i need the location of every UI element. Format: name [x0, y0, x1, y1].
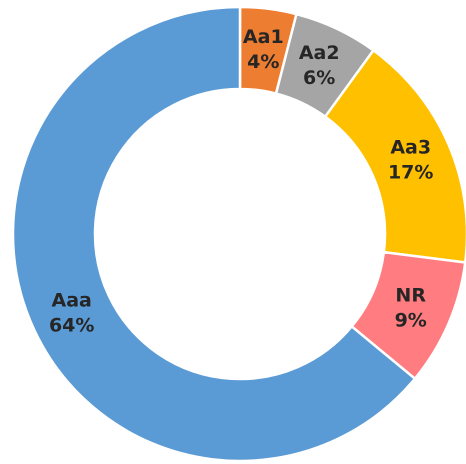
slice-category-label: Aa3 [390, 137, 431, 159]
slice-value-label: 64% [49, 315, 94, 337]
slice-value-label: 17% [388, 162, 433, 184]
slice-value-label: 9% [395, 309, 427, 331]
slice-category-label: Aa1 [243, 26, 284, 48]
donut-slice [11, 5, 417, 463]
slice-category-label: Aa2 [299, 42, 340, 64]
slice-value-label: 4% [247, 51, 279, 73]
slice-category-label: NR [395, 284, 426, 306]
slice-value-label: 6% [303, 67, 335, 89]
slice-category-label: Aaa [52, 290, 92, 312]
